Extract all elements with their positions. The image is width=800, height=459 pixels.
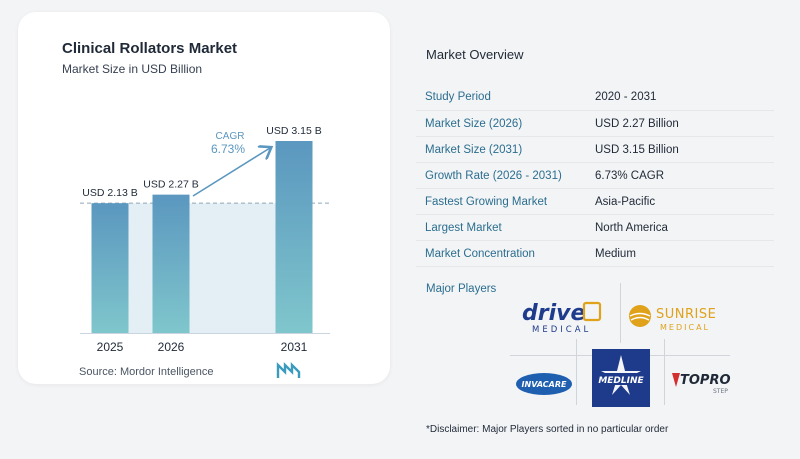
row-value: USD 2.27 Billion	[595, 110, 774, 137]
chart-subtitle: Market Size in USD Billion	[62, 62, 203, 76]
medline-logo-icon: MEDLINE	[592, 349, 650, 407]
row-value: 2020 - 2031	[595, 83, 774, 111]
cagr-arrow	[192, 148, 270, 197]
x-tick-label-2025: 2025	[97, 340, 124, 354]
x-tick-label-2031: 2031	[281, 340, 308, 354]
row-value: Asia-Pacific	[595, 188, 774, 215]
data-label-2026: USD 2.27 B	[143, 179, 198, 191]
svg-text:MEDICAL: MEDICAL	[660, 323, 710, 332]
row-label: Fastest Growing Market	[416, 188, 595, 215]
cagr-value: 6.73%	[211, 142, 245, 156]
data-label-2025: USD 2.13 B	[82, 187, 137, 199]
svg-text:TOPRO: TOPRO	[680, 373, 731, 388]
table-row: Largest Market North America	[416, 214, 774, 241]
topro-logo-icon: TOPRO STEP	[672, 373, 731, 395]
row-label: Growth Rate (2026 - 2031)	[416, 162, 595, 189]
bar-2031	[275, 141, 313, 333]
disclaimer: *Disclaimer: Major Players sorted in no …	[426, 424, 669, 435]
overview-table: Study Period 2020 - 2031 Market Size (202…	[416, 83, 774, 267]
major-players-title: Major Players	[426, 283, 497, 295]
svg-text:STEP: STEP	[713, 388, 728, 395]
data-label-2031: USD 3.15 B	[266, 125, 321, 137]
row-value: Medium	[595, 240, 774, 267]
svg-text:SUNRISE: SUNRISE	[656, 307, 716, 322]
svg-text:MEDICAL: MEDICAL	[532, 325, 591, 335]
table-row: Fastest Growing Market Asia-Pacific	[416, 188, 774, 215]
row-label: Study Period	[416, 83, 595, 111]
svg-text:INVACARE: INVACARE	[522, 380, 567, 389]
svg-text:MEDLINE: MEDLINE	[598, 376, 644, 386]
mordor-logo-icon	[276, 362, 301, 378]
divider	[664, 339, 665, 405]
row-value: USD 3.15 Billion	[595, 136, 774, 163]
cagr-label: CAGR	[216, 131, 245, 142]
row-label: Market Size (2026)	[416, 110, 595, 137]
table-row: Market Size (2031) USD 3.15 Billion	[416, 136, 774, 163]
invacare-logo-icon: INVACARE	[516, 373, 572, 395]
overview-title: Market Overview	[426, 47, 524, 62]
row-label: Market Size (2031)	[416, 136, 595, 163]
row-label: Largest Market	[416, 214, 595, 241]
drive-medical-logo-icon: drive MEDICAL	[522, 301, 602, 335]
row-value: 6.73% CAGR	[595, 162, 774, 189]
table-row: Market Size (2026) USD 2.27 Billion	[416, 110, 774, 137]
divider	[620, 283, 621, 343]
svg-text:drive: drive	[522, 301, 585, 326]
table-row: Market Concentration Medium	[416, 240, 774, 267]
divider	[576, 339, 577, 405]
shaded-region	[128, 203, 276, 333]
x-tick-label-2026: 2026	[158, 340, 185, 354]
table-row: Growth Rate (2026 - 2031) 6.73% CAGR	[416, 162, 774, 189]
source-note: Source: Mordor Intelligence	[79, 366, 214, 378]
sunrise-medical-logo-icon: SUNRISE MEDICAL	[629, 305, 716, 332]
bar-2025	[91, 203, 129, 333]
table-row: Study Period 2020 - 2031	[416, 83, 774, 111]
players-logo-grid: drive MEDICAL SUNRISE MEDICAL INVACARE M…	[510, 283, 750, 413]
chart-title: Clinical Rollators Market	[62, 40, 238, 57]
bar-2026	[152, 194, 190, 333]
row-value: North America	[595, 214, 774, 241]
row-label: Market Concentration	[416, 240, 595, 267]
bar-chart: USD 2.13 B 2025 USD 2.27 B 2026 USD 3.15 B 20…	[80, 125, 330, 354]
